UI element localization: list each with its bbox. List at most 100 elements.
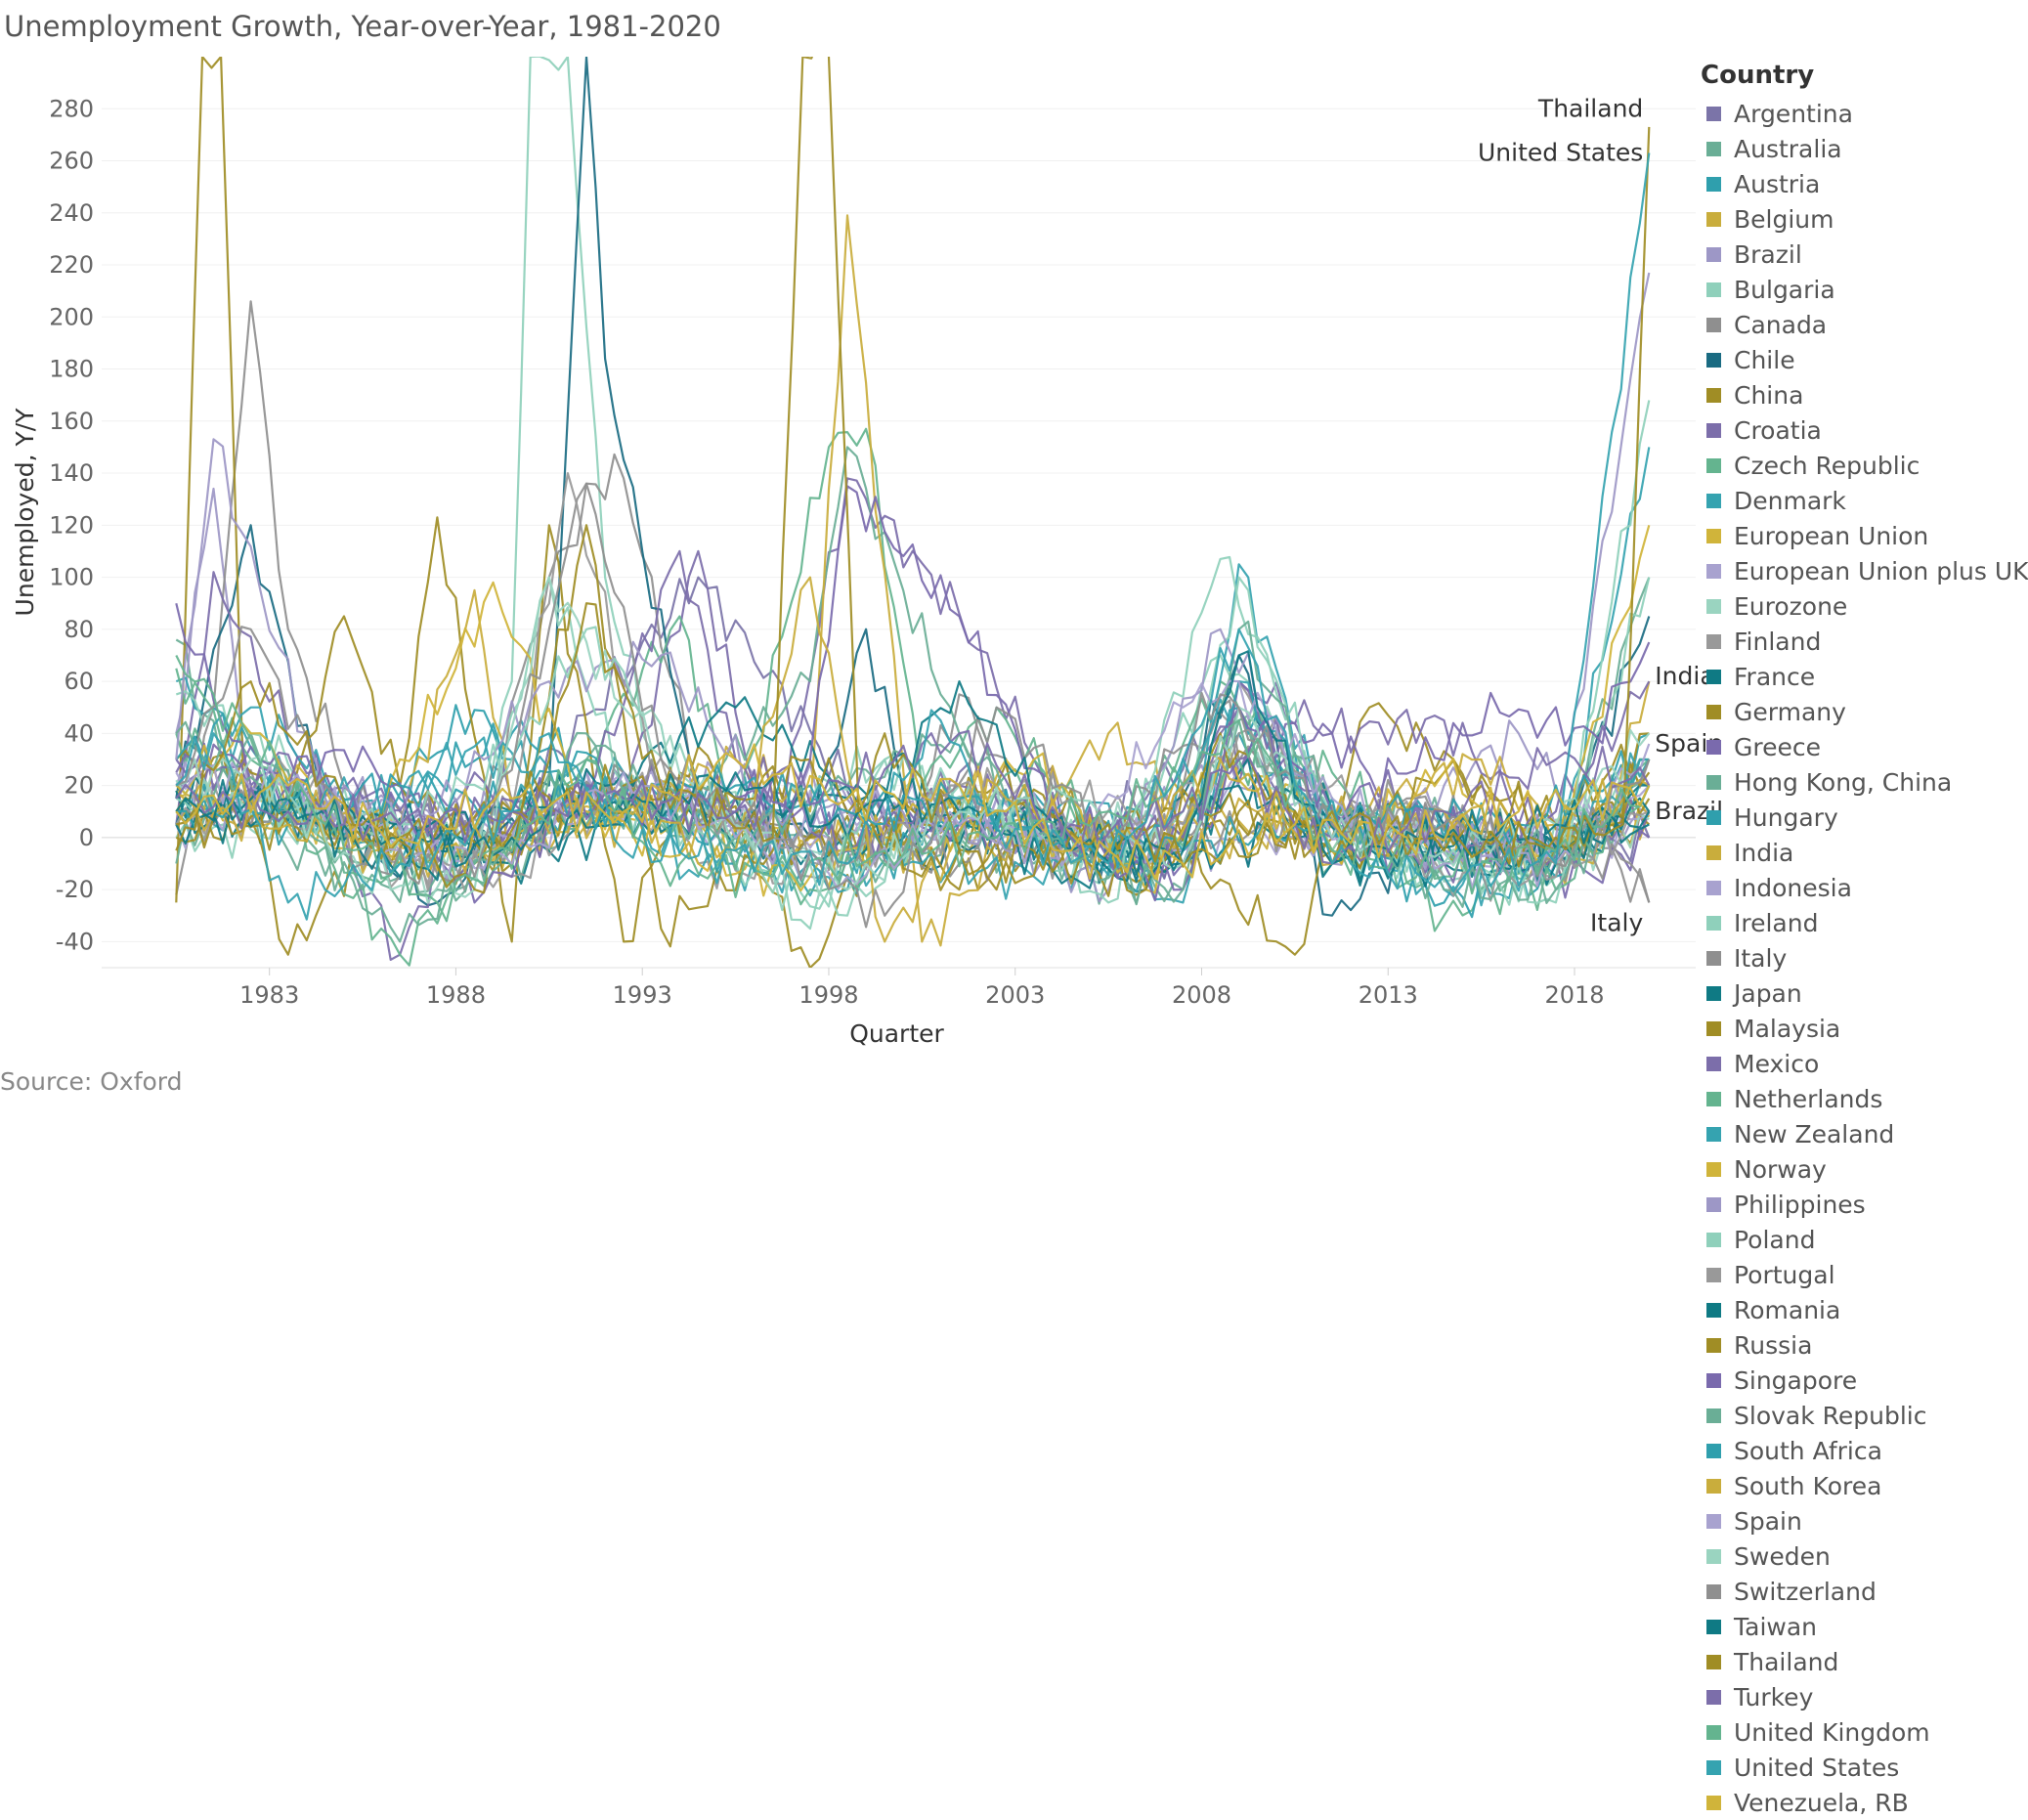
series-lines (175, 57, 1651, 968)
legend-item[interactable]: Philippines (1701, 1187, 2028, 1222)
legend-swatch (1706, 528, 1721, 543)
y-axis-ticks: 280260240220200180160140120100806040200-… (49, 95, 94, 955)
y-tick-label: 100 (49, 564, 94, 591)
legend-label: Italy (1734, 943, 1788, 973)
legend-item[interactable]: Belgium (1701, 201, 2028, 237)
legend-swatch (1706, 704, 1721, 719)
x-tick-label: 1988 (426, 981, 486, 1009)
legend-label: Austria (1734, 169, 1821, 198)
legend-item[interactable]: Argentina (1701, 96, 2028, 131)
legend-swatch (1706, 633, 1721, 649)
legend-swatch (1706, 141, 1721, 156)
legend-item[interactable]: Norway (1701, 1151, 2028, 1187)
legend-item[interactable]: Switzerland (1701, 1574, 2028, 1609)
source-note: Source: Oxford (0, 1067, 183, 1096)
legend-title: Country (1701, 61, 1815, 90)
legend-item[interactable]: Malaysia (1701, 1011, 2028, 1046)
legend-item[interactable]: Japan (1701, 975, 2028, 1011)
legend-swatch (1706, 1302, 1721, 1318)
legend-item[interactable]: Slovak Republic (1701, 1398, 2028, 1433)
legend-item[interactable]: Ireland (1701, 905, 2028, 940)
legend-item[interactable]: Czech Republic (1701, 448, 2028, 483)
legend-item[interactable]: France (1701, 659, 2028, 694)
legend-item[interactable]: European Union plus UK (1701, 553, 2028, 588)
legend-item[interactable]: Brazil (1701, 237, 2028, 272)
legend-label: Japan (1734, 978, 1802, 1008)
legend-swatch (1706, 246, 1721, 262)
legend-item[interactable]: Netherlands (1701, 1081, 2028, 1116)
legend-label: Finland (1734, 627, 1822, 656)
legend-swatch (1706, 1619, 1721, 1634)
legend-label: Czech Republic (1734, 451, 1920, 480)
legend-swatch (1706, 1548, 1721, 1564)
legend-label: Turkey (1734, 1682, 1814, 1712)
legend-item[interactable]: Mexico (1701, 1046, 2028, 1081)
legend-swatch (1706, 1161, 1721, 1177)
legend-item[interactable]: Sweden (1701, 1538, 2028, 1574)
legend-item[interactable]: China (1701, 377, 2028, 412)
legend-item[interactable]: Hong Kong, China (1701, 764, 2028, 800)
legend-item[interactable]: Russia (1701, 1327, 2028, 1363)
legend-label: Poland (1734, 1225, 1816, 1254)
legend-item[interactable]: Romania (1701, 1292, 2028, 1327)
legend-label: Ireland (1734, 908, 1819, 937)
legend-item[interactable]: South Korea (1701, 1468, 2028, 1503)
legend-item[interactable]: Thailand (1701, 1644, 2028, 1679)
legend-label: Philippines (1734, 1190, 1866, 1219)
legend-item[interactable]: Portugal (1701, 1257, 2028, 1292)
legend-item[interactable]: Eurozone (1701, 588, 2028, 624)
legend-item[interactable]: Denmark (1701, 483, 2028, 518)
legend-item[interactable]: Austria (1701, 166, 2028, 201)
legend-item[interactable]: European Union (1701, 518, 2028, 553)
legend-label: Indonesia (1734, 873, 1852, 902)
legend-swatch (1706, 563, 1721, 579)
legend-label: Romania (1734, 1295, 1841, 1324)
legend-swatch (1706, 106, 1721, 121)
series-line (175, 427, 1651, 967)
legend-item[interactable]: Turkey (1701, 1679, 2028, 1714)
series-line (176, 750, 1650, 869)
legend-item[interactable]: Hungary (1701, 800, 2028, 835)
series-line (175, 576, 1650, 943)
y-tick-label: 80 (64, 616, 94, 643)
legend-item[interactable]: Australia (1701, 131, 2028, 166)
legend-swatch (1706, 1372, 1721, 1388)
legend-item[interactable]: Italy (1701, 940, 2028, 975)
legend-label: Taiwan (1734, 1612, 1818, 1641)
legend-item[interactable]: South Africa (1701, 1433, 2028, 1468)
legend-item[interactable]: Venezuela, RB (1701, 1785, 2028, 1820)
legend-item[interactable]: United Kingdom (1701, 1714, 2028, 1750)
x-tick-label: 1983 (239, 981, 299, 1009)
legend-swatch (1706, 1126, 1721, 1142)
legend-label: Netherlands (1734, 1084, 1883, 1113)
legend-label: Australia (1734, 134, 1842, 163)
legend-item[interactable]: Chile (1701, 342, 2028, 377)
y-tick-label: 220 (49, 251, 94, 279)
legend-item[interactable]: Poland (1701, 1222, 2028, 1257)
legend-label: Denmark (1734, 486, 1846, 515)
legend-swatch (1706, 598, 1721, 614)
legend-item[interactable]: New Zealand (1701, 1116, 2028, 1151)
legend-item[interactable]: India (1701, 835, 2028, 870)
legend-item[interactable]: Bulgaria (1701, 272, 2028, 307)
legend-item[interactable]: Greece (1701, 729, 2028, 764)
legend-item[interactable]: Indonesia (1701, 870, 2028, 905)
y-tick-label: 180 (49, 356, 94, 383)
legend-item[interactable]: Finland (1701, 624, 2028, 659)
legend-item[interactable]: Germany (1701, 694, 2028, 729)
legend-label: South Africa (1734, 1436, 1882, 1465)
legend-item[interactable]: Taiwan (1701, 1609, 2028, 1644)
legend-label: Sweden (1734, 1541, 1831, 1571)
legend-item[interactable]: United States (1701, 1750, 2028, 1785)
legend-item[interactable]: Singapore (1701, 1363, 2028, 1398)
legend-item[interactable]: Croatia (1701, 412, 2028, 448)
series-line (175, 477, 1651, 961)
legend-label: Portugal (1734, 1260, 1835, 1289)
legend-item[interactable]: Canada (1701, 307, 2028, 342)
legend-swatch (1706, 1056, 1721, 1071)
legend-label: Thailand (1734, 1647, 1839, 1676)
legend-label: South Korea (1734, 1471, 1882, 1500)
legend-swatch (1706, 1091, 1721, 1106)
y-tick-label: 240 (49, 199, 94, 227)
legend-item[interactable]: Spain (1701, 1503, 2028, 1538)
